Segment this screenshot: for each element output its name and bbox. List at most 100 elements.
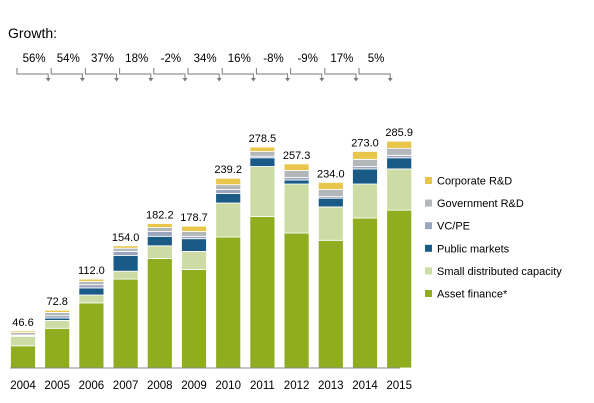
total-label-2006: 112.0 [78, 265, 105, 277]
growth-bracket-0 [16, 68, 49, 79]
bar-segment-2015-4 [386, 147, 413, 156]
x-tick-2014: 2014 [352, 380, 378, 392]
growth-label: Growth: [8, 25, 57, 41]
growth-arrow-9 [353, 78, 359, 82]
bar-segment-2008-4 [146, 227, 173, 233]
bar-segment-2006-0 [78, 302, 105, 369]
legend-label-1: Government R&D [437, 198, 524, 210]
growth-bracket-3 [119, 68, 152, 79]
total-label-2007: 154.0 [112, 232, 140, 244]
legend-label-0: Corporate R&D [437, 176, 512, 188]
x-tick-2013: 2013 [318, 380, 344, 392]
bar-segment-2012-1 [283, 183, 310, 234]
growth-arrow-6 [250, 78, 256, 82]
bar-segment-2011-1 [249, 166, 276, 217]
bar-segment-2006-3 [78, 284, 105, 289]
bar-segment-2007-1 [112, 270, 139, 280]
bar-segment-2012-5 [283, 163, 310, 171]
bar-segment-2010-5 [215, 177, 242, 186]
bar-segment-2009-5 [181, 225, 207, 232]
bar-segment-2011-0 [249, 216, 276, 369]
growth-bracket-1 [50, 68, 83, 79]
x-tick-2005: 2005 [44, 380, 70, 392]
bar-segment-2007-0 [112, 278, 139, 369]
bar-segment-2008-1 [146, 245, 173, 259]
bar-segment-2009-2 [181, 238, 207, 252]
legend-swatch-0 [425, 177, 432, 184]
x-tick-2015: 2015 [386, 380, 412, 392]
legend-label-2: VC/PE [437, 221, 470, 233]
growth-label-8: -9% [297, 53, 317, 65]
bar-segment-2005-0 [44, 327, 71, 369]
growth-label-10: 5% [368, 53, 385, 65]
x-tick-labels: 2004 2005 2006 2007 2008 2009 2010 2011 2012 2013… [10, 380, 412, 392]
bar-segment-2013-4 [317, 189, 344, 197]
bar-segment-2015-1 [386, 168, 413, 211]
growth-arrow-7 [285, 78, 291, 82]
x-tick-2010: 2010 [215, 380, 241, 392]
total-label-2008: 182.2 [146, 210, 174, 222]
bar-segment-2007-3 [112, 250, 139, 256]
bar-segment-2009-4 [181, 231, 207, 237]
growth-bracket-9 [324, 68, 357, 79]
bar-segment-2013-1 [317, 206, 344, 241]
growth-arrow-3 [148, 78, 154, 82]
bar-segment-2011-5 [249, 146, 276, 152]
bar-segment-2010-0 [215, 236, 242, 369]
bar-segment-2008-0 [146, 258, 173, 369]
bar-segment-2009-0 [181, 269, 207, 369]
total-label-2012: 257.3 [283, 150, 311, 162]
total-label-2009: 178.7 [180, 212, 208, 224]
total-label-2013: 234.0 [317, 168, 345, 180]
bar-segment-2006-5 [78, 278, 105, 282]
growth-bracket-10 [358, 68, 391, 79]
bar-segment-2013-5 [317, 181, 344, 190]
bar-segment-2011-4 [249, 150, 276, 157]
bar-segment-2005-1 [44, 319, 71, 329]
growth-label-5: 34% [194, 53, 217, 65]
bar-segment-2010-1 [215, 202, 242, 238]
bar-segment-2014-5 [352, 150, 378, 160]
growth-label-7: -8% [263, 53, 283, 65]
bar-segment-2008-3 [146, 231, 173, 237]
bar-segment-2004-5 [10, 330, 36, 334]
bar-segment-2015-0 [386, 209, 413, 369]
bar-segment-2014-2 [352, 168, 378, 185]
growth-label-3: 18% [125, 53, 148, 65]
bar-segment-2015-5 [386, 140, 413, 149]
x-tick-2012: 2012 [284, 380, 310, 392]
bar-segment-2010-2 [215, 193, 242, 204]
bar-segment-2014-1 [352, 183, 378, 219]
total-label-2015: 285.9 [385, 127, 413, 139]
legend-swatch-2 [425, 222, 432, 230]
total-label-2004: 46.6 [12, 317, 33, 329]
bar-segment-2006-1 [78, 294, 105, 304]
legend: Corporate R&D Government R&D VC/PE Public m… [425, 176, 562, 301]
growth-arrow-0 [45, 78, 51, 82]
bar-segment-2005-4 [44, 312, 71, 317]
bar-segment-2012-4 [283, 170, 310, 178]
growth-label-1: 54% [57, 53, 80, 65]
x-tick-2009: 2009 [181, 380, 207, 392]
x-tick-2011: 2011 [250, 380, 275, 392]
bar-segment-2006-4 [78, 281, 105, 286]
bar-segment-2014-4 [352, 158, 378, 167]
growth-arrow-4 [182, 78, 188, 82]
growth-bracket-5 [187, 68, 220, 79]
total-label-2011: 278.5 [249, 133, 277, 145]
bar-segment-2009-1 [181, 250, 207, 270]
bar-segment-2004-0 [10, 345, 36, 369]
legend-swatch-3 [425, 244, 432, 252]
growth-row: 56% 54% 37% 18% -2% 34% 16% -8% -9% 17% 5% [16, 53, 393, 82]
x-tick-2006: 2006 [79, 380, 105, 392]
growth-arrow-2 [114, 78, 120, 82]
bar-segment-2013-2 [317, 197, 344, 208]
bar-segment-2010-4 [215, 184, 242, 190]
growth-bracket-7 [255, 68, 289, 79]
bar-segment-2013-0 [317, 239, 344, 369]
growth-label-0: 56% [23, 53, 46, 65]
total-label-2014: 273.0 [351, 137, 379, 149]
bar-segment-2010-3 [215, 189, 242, 194]
growth-bracket-8 [290, 68, 323, 79]
bar-segment-2008-5 [146, 223, 173, 228]
